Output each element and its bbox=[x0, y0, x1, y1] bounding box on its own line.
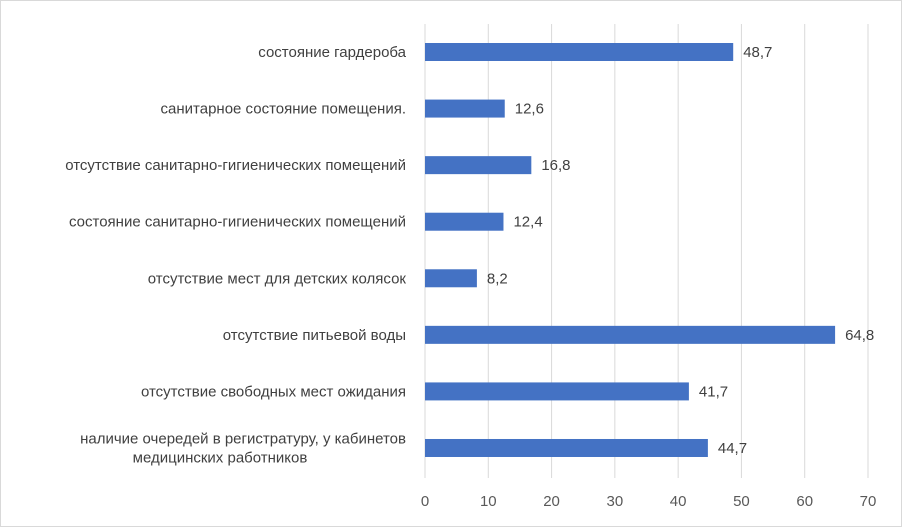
bar bbox=[425, 438, 708, 457]
x-tick-label: 60 bbox=[796, 493, 813, 510]
x-tick-label: 50 bbox=[733, 493, 750, 510]
category-label: отсутствие санитарно-гигиенических помещ… bbox=[65, 157, 406, 174]
bar bbox=[425, 43, 734, 61]
x-tick-label: 40 bbox=[670, 493, 687, 510]
data-label: 16,8 bbox=[541, 157, 570, 174]
bar bbox=[425, 212, 504, 231]
value-labels: 48,7 12,6 16,8 12,4 8,2 64,8 41,7 44,7 bbox=[487, 44, 874, 457]
x-tick-label: 70 bbox=[860, 493, 877, 510]
bar bbox=[425, 99, 505, 118]
bars bbox=[425, 43, 836, 457]
data-label: 48,7 bbox=[743, 44, 772, 61]
x-tick-label: 20 bbox=[543, 493, 560, 510]
bar bbox=[425, 382, 689, 401]
category-label: отсутствие питьевой воды bbox=[223, 327, 406, 344]
category-label: состояние гардероба bbox=[258, 44, 406, 61]
category-labels: состояние гардероба санитарное состояние … bbox=[65, 44, 406, 466]
data-label: 41,7 bbox=[699, 383, 728, 400]
category-label: отсутствие мест для детских колясок bbox=[148, 270, 407, 287]
data-label: 44,7 bbox=[718, 440, 747, 457]
bar bbox=[425, 156, 532, 175]
data-label: 64,8 bbox=[845, 327, 874, 344]
gridlines bbox=[424, 24, 869, 478]
data-label: 12,4 bbox=[513, 214, 542, 231]
category-label: медицинских работников bbox=[133, 449, 308, 466]
x-tick-label: 30 bbox=[607, 493, 624, 510]
category-label: санитарное состояние помещения. bbox=[161, 101, 406, 118]
x-tick-label: 10 bbox=[480, 493, 497, 510]
category-label: отсутствие свободных мест ожидания bbox=[141, 383, 406, 400]
bar bbox=[425, 269, 477, 288]
category-label: состояние санитарно-гигиенических помеще… bbox=[69, 214, 406, 231]
data-label: 8,2 bbox=[487, 270, 508, 287]
x-tick-labels: 0 10 20 30 40 50 60 70 bbox=[421, 493, 877, 510]
data-label: 12,6 bbox=[515, 101, 544, 118]
x-tick-label: 0 bbox=[421, 493, 429, 510]
bar bbox=[425, 325, 836, 344]
category-label: наличие очередей в регистратуру, у кабин… bbox=[80, 430, 406, 447]
